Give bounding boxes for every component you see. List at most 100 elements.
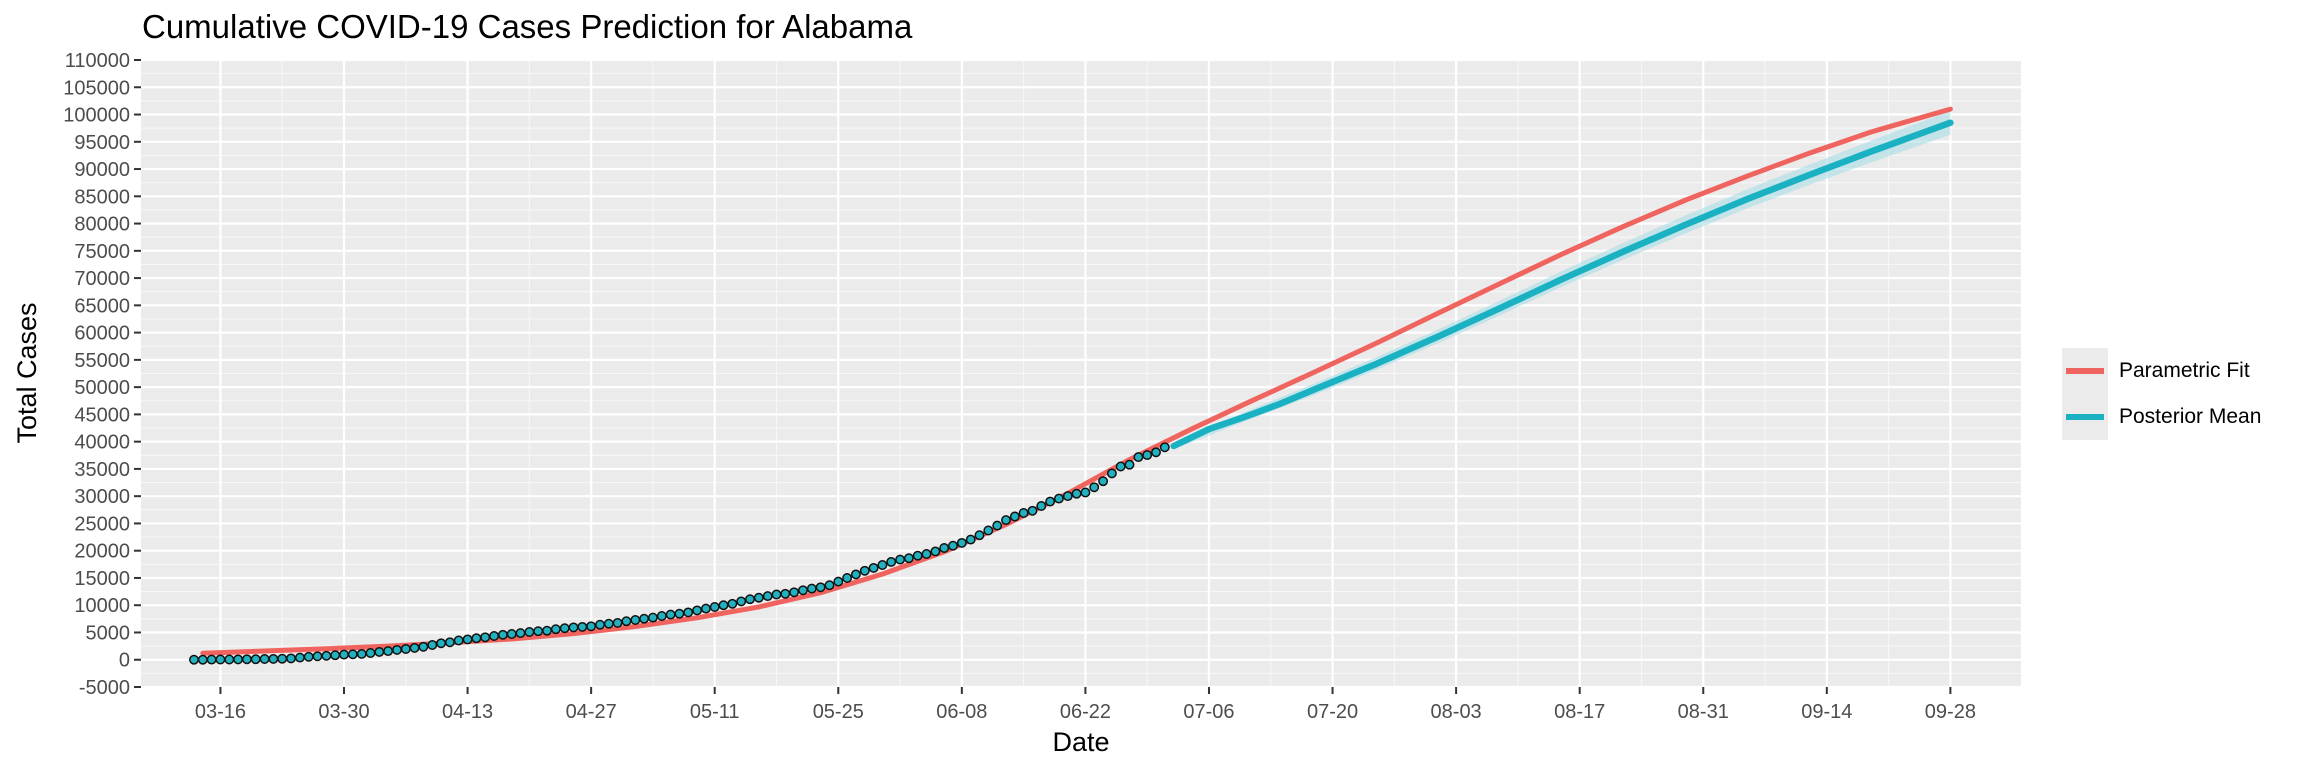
- x-tick-label: 05-11: [690, 701, 740, 723]
- observed-point: [294, 652, 305, 663]
- observed-point: [189, 654, 199, 665]
- x-tick-label: 09-14: [1801, 701, 1852, 723]
- observed-point: [806, 583, 817, 594]
- observed-point: [1151, 447, 1161, 458]
- observed-point: [939, 543, 950, 553]
- y-tick-label: 105000: [63, 77, 130, 99]
- observed-point: [533, 626, 544, 637]
- y-tick-label: 70000: [74, 268, 130, 290]
- observed-point: [647, 612, 658, 623]
- legend-label-parametric: Parametric Fit: [2119, 359, 2250, 382]
- chart-title: Cumulative COVID-19 Cases Prediction for…: [142, 8, 913, 45]
- observed-point: [515, 628, 526, 639]
- observed-point: [842, 573, 853, 583]
- y-tick-label: 35000: [74, 459, 130, 481]
- y-tick-label: 110000: [65, 50, 130, 72]
- x-axis: 03-16 03-30 04-13 04-27 05-11 05-25 06-08 06-22…: [195, 687, 1976, 723]
- observed-point: [418, 641, 429, 652]
- observed-point: [427, 640, 438, 650]
- observed-point: [895, 554, 906, 565]
- x-tick-label: 03-30: [318, 701, 369, 723]
- y-tick-label: 85000: [74, 186, 130, 208]
- observed-point: [1142, 450, 1153, 461]
- observed-point: [1080, 487, 1091, 498]
- x-axis-label: Date: [1052, 727, 1109, 757]
- points-layer: [189, 442, 1170, 665]
- y-tick-label: 50000: [74, 377, 130, 399]
- observed-point: [497, 629, 508, 640]
- observed-point: [930, 546, 941, 557]
- observed-point: [727, 598, 738, 609]
- observed-point: [462, 634, 473, 645]
- grid-major: [141, 58, 2021, 689]
- observed-point: [771, 589, 782, 600]
- observed-point: [877, 560, 888, 570]
- observed-point: [850, 569, 861, 580]
- observed-point: [542, 625, 552, 636]
- observed-point: [612, 617, 623, 628]
- posterior-mean-line: [1170, 119, 1954, 450]
- observed-point: [621, 616, 632, 627]
- observed-point: [665, 609, 676, 620]
- observed-point: [868, 562, 879, 573]
- observed-point: [1106, 468, 1117, 479]
- observed-point: [1089, 482, 1100, 493]
- observed-point: [286, 653, 296, 664]
- observed-point: [577, 621, 588, 632]
- observed-point: [339, 649, 349, 660]
- observed-point: [259, 654, 270, 664]
- y-tick-label: 5000: [86, 622, 131, 644]
- observed-point: [595, 619, 605, 630]
- observed-point: [1018, 508, 1029, 518]
- observed-point: [956, 537, 967, 548]
- observed-point: [409, 642, 420, 653]
- observed-point: [383, 646, 394, 657]
- observed-point: [197, 654, 208, 665]
- y-tick-label: 10000: [74, 595, 130, 617]
- observed-point: [912, 550, 923, 561]
- y-axis: -5000 0 5000 10000 15000 20000 25000 30000 35000…: [63, 50, 141, 699]
- observed-point: [559, 623, 570, 634]
- y-tick-label: 65000: [74, 295, 130, 317]
- y-tick-label: 60000: [74, 323, 130, 345]
- observed-point: [444, 637, 455, 648]
- observed-point: [356, 648, 367, 659]
- observed-point: [568, 622, 579, 633]
- observed-point: [1053, 493, 1064, 504]
- observed-point: [692, 605, 703, 616]
- x-tick-label: 06-22: [1060, 701, 1111, 723]
- observed-point: [798, 585, 808, 596]
- observed-point: [471, 633, 482, 644]
- observed-point: [974, 530, 985, 541]
- observed-point: [780, 588, 791, 599]
- observed-point: [753, 592, 764, 603]
- observed-point: [550, 624, 561, 635]
- observed-point: [1062, 491, 1073, 502]
- observed-point: [233, 654, 244, 665]
- observed-point: [709, 602, 720, 612]
- observed-point: [762, 591, 773, 602]
- legend-key-parametric: [2062, 348, 2108, 394]
- observed-point: [241, 654, 252, 665]
- posterior-layer: [1170, 119, 1954, 450]
- observed-point: [921, 549, 932, 559]
- observed-point: [1045, 496, 1056, 507]
- y-tick-label: 20000: [74, 541, 130, 563]
- observed-point: [948, 540, 958, 551]
- x-tick-label: 04-27: [566, 701, 617, 723]
- observed-point: [992, 520, 1003, 531]
- observed-point: [1071, 488, 1082, 499]
- y-tick-label: 30000: [74, 486, 130, 508]
- y-tick-label: 40000: [74, 432, 130, 454]
- observed-point: [215, 654, 226, 665]
- y-tick-label: 55000: [74, 350, 130, 372]
- observed-point: [700, 603, 711, 614]
- observed-point: [789, 587, 800, 598]
- observed-point: [1098, 476, 1109, 487]
- legend-label-posterior: Posterior Mean: [2119, 405, 2262, 428]
- x-tick-label: 07-20: [1307, 701, 1358, 723]
- observed-point: [603, 618, 614, 629]
- observed-point: [392, 644, 402, 655]
- observed-point: [983, 525, 994, 536]
